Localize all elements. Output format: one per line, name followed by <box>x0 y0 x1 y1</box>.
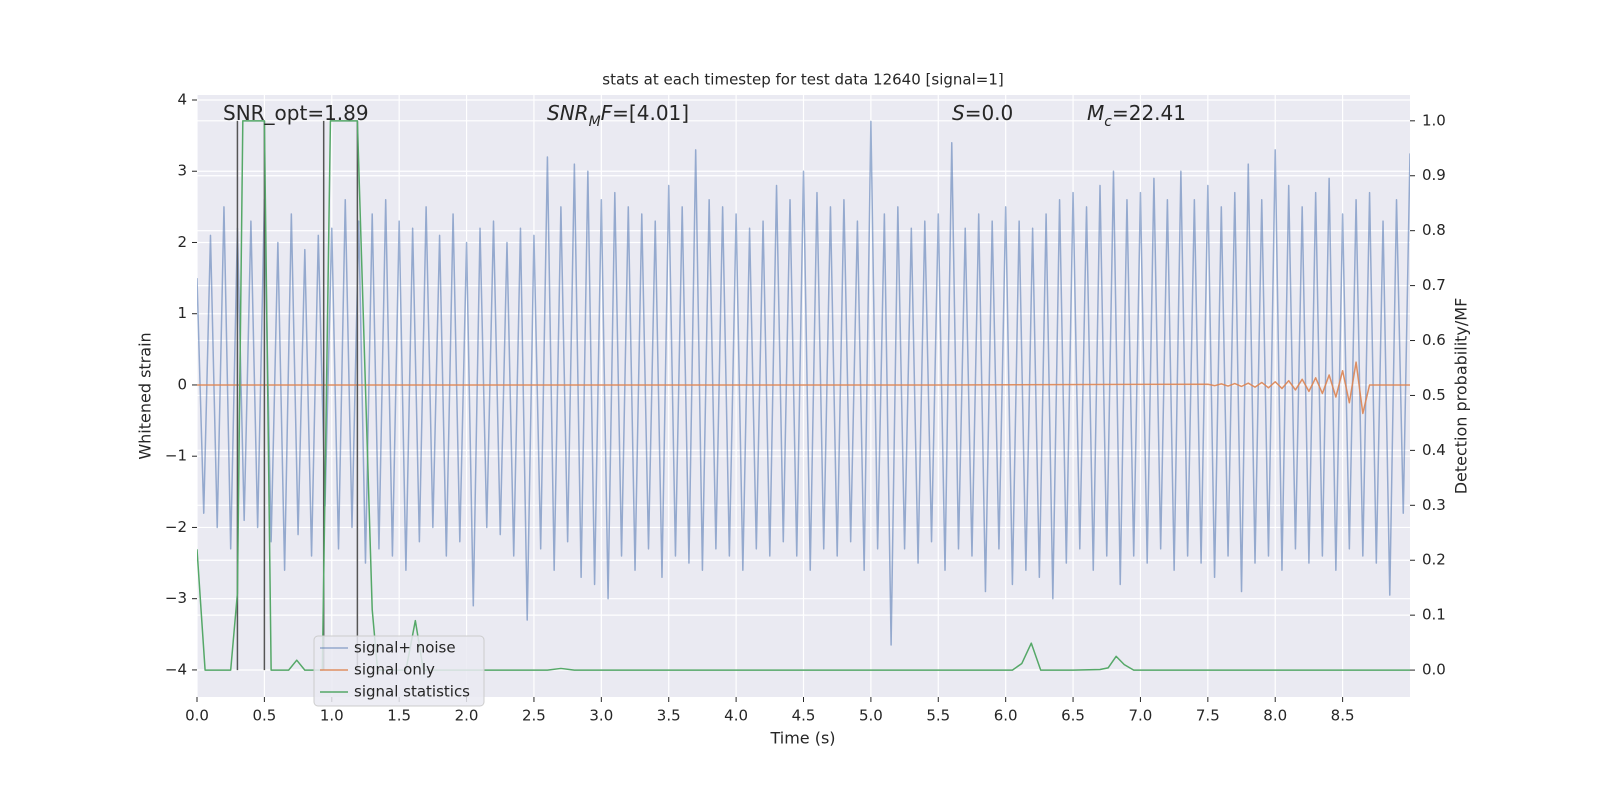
annotation-part: =22.41 <box>1112 101 1186 125</box>
y-tick-label: 3 <box>177 162 187 180</box>
x-tick-label: 2.0 <box>455 707 479 725</box>
y-axis-label: Whitened strain <box>136 332 155 459</box>
legend-box <box>313 635 485 707</box>
y2-tick-label: 1.0 <box>1422 111 1446 129</box>
y-tick-label: −3 <box>165 589 187 607</box>
x-tick-label: 5.0 <box>859 707 883 725</box>
x-tick-label: 4.0 <box>724 707 748 725</box>
y2-tick-label: 0.6 <box>1422 331 1446 349</box>
x-tick-label: 7.0 <box>1129 707 1153 725</box>
y2-tick-label: 0.5 <box>1422 386 1446 404</box>
annotation-part: SNR_opt=1.89 <box>223 101 369 125</box>
legend-label: signal only <box>354 661 435 679</box>
y2-tick-label: 0.0 <box>1422 661 1446 679</box>
x-tick-label: 7.5 <box>1196 707 1220 725</box>
y2-tick-label: 0.3 <box>1422 496 1446 514</box>
x-tick-label: 5.5 <box>926 707 950 725</box>
legend-label: signal+ noise <box>354 639 456 657</box>
x-tick-label: 0.0 <box>185 707 209 725</box>
y-tick-label: −4 <box>165 660 187 678</box>
annotation-part: SNR <box>547 101 589 125</box>
annotation-part: =[4.01] <box>612 101 689 125</box>
annotation-part: M <box>1087 101 1104 125</box>
x-tick-label: 2.5 <box>522 707 546 725</box>
y-tick-label: 0 <box>177 375 187 393</box>
y-tick-label: 1 <box>177 304 187 322</box>
x-tick-label: 1.0 <box>320 707 344 725</box>
y-tick-label: −2 <box>165 518 187 536</box>
y-tick-label: −1 <box>165 447 187 465</box>
y2-tick-label: 0.2 <box>1422 551 1446 569</box>
x-tick-label: 8.5 <box>1331 707 1355 725</box>
y2-tick-label: 0.7 <box>1422 276 1446 294</box>
y2-tick-label: 0.4 <box>1422 441 1446 459</box>
y2-tick-label: 0.1 <box>1422 606 1446 624</box>
legend-label: signal statistics <box>354 683 470 701</box>
x-tick-label: 8.0 <box>1263 707 1287 725</box>
series-line <box>197 120 1410 646</box>
x-tick-label: 1.5 <box>387 707 411 725</box>
annotation-part: c <box>1104 114 1112 130</box>
annotation: S=0.0 <box>952 101 1013 125</box>
y-tick-label: 2 <box>177 233 187 251</box>
y2-tick-label: 0.9 <box>1422 166 1446 184</box>
grid <box>196 95 1410 697</box>
x-tick-label: 3.0 <box>589 707 613 725</box>
x-tick-label: 6.0 <box>994 707 1018 725</box>
x-tick-label: 4.5 <box>792 707 816 725</box>
series-line <box>197 361 1410 415</box>
y2-axis-label: Detection probability/MF <box>1452 298 1471 495</box>
x-axis-label: Time (s) <box>769 729 835 748</box>
annotation: Mc=22.41 <box>1087 101 1186 131</box>
annotation-part: S <box>952 101 965 125</box>
annotation-part: =0.0 <box>965 101 1014 125</box>
annotation-part: M <box>589 114 601 130</box>
chart-title: stats at each timestep for test data 126… <box>602 71 1003 89</box>
x-tick-label: 3.5 <box>657 707 681 725</box>
x-tick-label: 6.5 <box>1061 707 1085 725</box>
overlay: 0.0 0.5 1.0 1.5 2.0 2.5 3.0 3.5 4.0 4.5 5.0 5.5 6.0 6… <box>165 90 1446 724</box>
annotation: SNRMF=[4.01] <box>547 101 689 131</box>
x-tick-label: 0.5 <box>252 707 276 725</box>
annotation: SNR_opt=1.89 <box>223 101 369 125</box>
y2-tick-label: 0.8 <box>1422 221 1446 239</box>
y-tick-label: 4 <box>177 90 187 108</box>
annotation-part: F <box>601 101 613 125</box>
